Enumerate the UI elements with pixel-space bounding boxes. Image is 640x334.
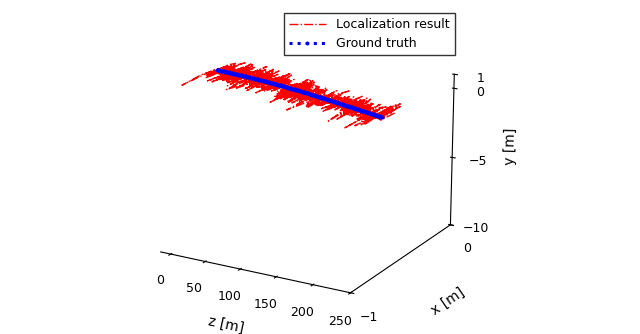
X-axis label: z [m]: z [m] (207, 314, 245, 334)
Y-axis label: x [m]: x [m] (428, 286, 467, 318)
Legend: Localization result, Ground truth: Localization result, Ground truth (284, 13, 454, 55)
